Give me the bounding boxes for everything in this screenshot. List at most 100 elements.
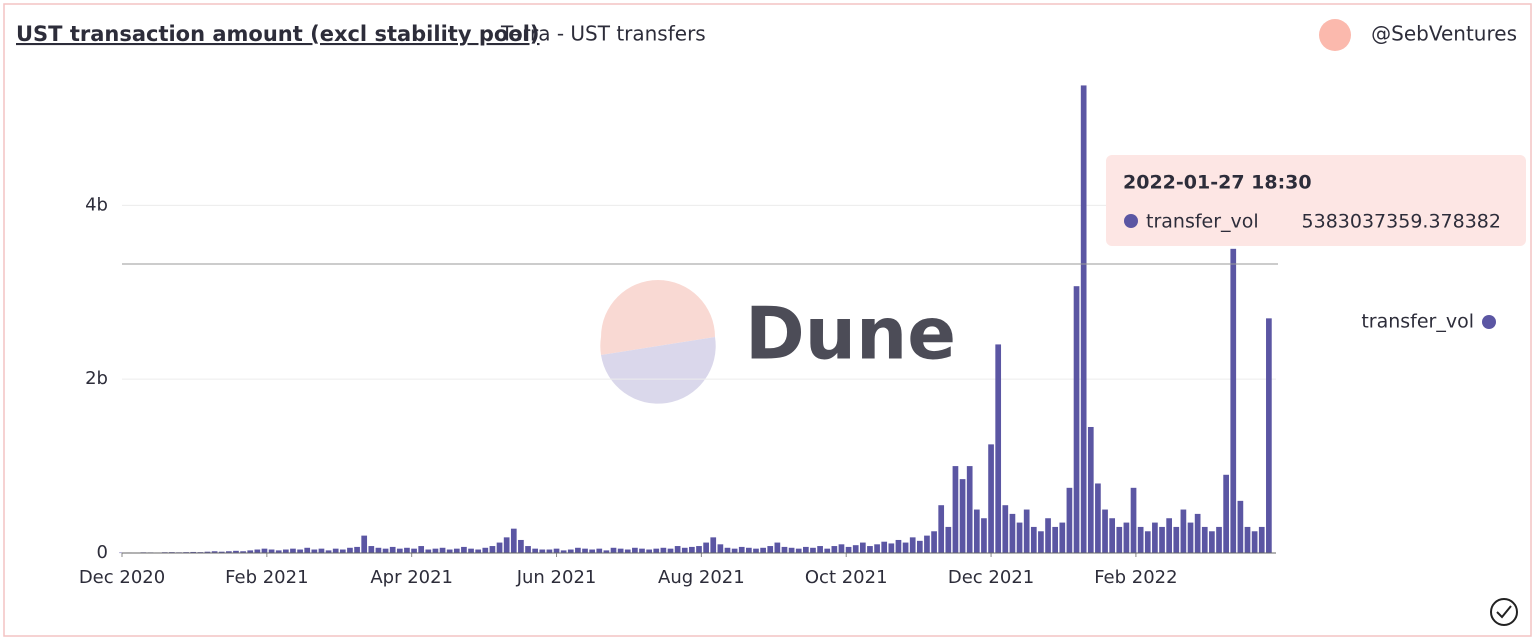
- bar: [653, 548, 660, 553]
- bar: [781, 546, 788, 553]
- bar: [1237, 500, 1244, 553]
- legend-marker[interactable]: [1482, 315, 1496, 329]
- watermark-logo-top: [600, 280, 715, 355]
- bar: [795, 548, 802, 553]
- y-tick-label: 4b: [85, 194, 108, 215]
- x-tick-label: Dec 2021: [948, 567, 1034, 588]
- bar: [859, 542, 866, 553]
- x-tick-label: Feb 2021: [225, 567, 308, 588]
- bar: [482, 547, 489, 553]
- bar: [1180, 509, 1187, 553]
- bar: [1166, 518, 1172, 553]
- bar: [803, 546, 809, 553]
- bar: [1251, 531, 1258, 553]
- check-mark[interactable]: [1496, 605, 1512, 619]
- bar: [332, 548, 339, 553]
- bar: [1073, 286, 1080, 553]
- bar: [1102, 509, 1108, 553]
- bar: [247, 550, 254, 553]
- bar: [924, 535, 930, 553]
- bar: [1194, 513, 1201, 553]
- bar: [496, 542, 503, 553]
- bar: [268, 549, 275, 553]
- bar: [1230, 248, 1237, 553]
- bar: [874, 544, 880, 553]
- x-tick-label: Dec 2020: [79, 567, 165, 588]
- bar: [724, 547, 731, 553]
- bar: [582, 548, 588, 553]
- bar: [624, 549, 631, 553]
- bar: [1258, 526, 1265, 553]
- bar: [1030, 526, 1037, 553]
- bar: [503, 537, 510, 553]
- bar: [760, 547, 766, 553]
- x-tick-label: Aug 2021: [658, 567, 745, 588]
- bar: [389, 546, 396, 553]
- bar: [852, 545, 859, 553]
- bar: [981, 518, 987, 553]
- bar: [1009, 513, 1016, 553]
- bar: [746, 547, 752, 553]
- bar: [226, 551, 232, 553]
- bar: [339, 549, 346, 553]
- bar: [632, 547, 638, 553]
- bar: [546, 549, 553, 553]
- bar: [617, 548, 624, 553]
- bar: [767, 546, 774, 553]
- x-tick-label: Feb 2022: [1094, 567, 1177, 588]
- bar: [518, 539, 524, 553]
- tooltip: 2022-01-27 18:30 transfer_vol 5383037359…: [1106, 155, 1526, 246]
- bar: [667, 548, 674, 553]
- bar: [810, 547, 816, 553]
- avatar[interactable]: [1319, 19, 1351, 51]
- bar: [233, 550, 239, 553]
- bar: [396, 548, 403, 553]
- bar: [567, 549, 574, 553]
- author[interactable]: @SebVentures: [1371, 22, 1517, 46]
- bar: [468, 548, 474, 553]
- bar: [831, 546, 838, 553]
- legend-label[interactable]: transfer_vol: [1361, 311, 1474, 333]
- bar: [560, 550, 567, 553]
- bar: [411, 548, 417, 553]
- bar: [261, 548, 268, 553]
- bar: [931, 531, 937, 553]
- status-icon[interactable]: [1490, 598, 1518, 626]
- bar: [461, 546, 467, 553]
- bar: [1130, 487, 1137, 553]
- bar: [1052, 526, 1059, 553]
- bar: [774, 542, 781, 553]
- bar: [382, 548, 389, 553]
- bar: [290, 548, 296, 553]
- bar: [539, 549, 546, 553]
- bar: [824, 548, 831, 553]
- bar: [1159, 526, 1165, 553]
- bar: [190, 551, 197, 553]
- check-circle[interactable]: [1490, 598, 1518, 626]
- tooltip-series: transfer_vol: [1146, 211, 1259, 233]
- bar: [995, 344, 1002, 553]
- bar: [938, 505, 945, 553]
- bar: [368, 546, 375, 553]
- bar: [945, 526, 952, 553]
- y-tick-label: 0: [97, 542, 108, 563]
- tooltip-marker: [1124, 214, 1138, 228]
- bar: [525, 546, 531, 553]
- x-tick-label: Oct 2021: [805, 567, 888, 588]
- bar: [1059, 522, 1066, 553]
- bar: [218, 551, 225, 553]
- chart-title[interactable]: UST transaction amount (excl stability p…: [16, 22, 540, 46]
- bar: [532, 548, 539, 553]
- bar: [254, 549, 261, 553]
- bar: [703, 542, 709, 553]
- bar: [902, 542, 909, 553]
- bar: [710, 537, 717, 553]
- bar: [1201, 526, 1208, 553]
- bar: [717, 544, 724, 553]
- legend[interactable]: transfer_vol: [1361, 311, 1496, 333]
- bar: [1152, 522, 1158, 553]
- bar: [966, 466, 973, 553]
- y-tick-label: 2b: [85, 368, 108, 389]
- bar: [240, 551, 246, 553]
- chart-subtitle: Terra - UST transfers: [500, 22, 706, 46]
